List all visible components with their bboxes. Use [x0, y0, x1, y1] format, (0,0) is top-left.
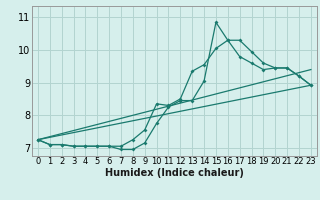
- X-axis label: Humidex (Indice chaleur): Humidex (Indice chaleur): [105, 168, 244, 178]
